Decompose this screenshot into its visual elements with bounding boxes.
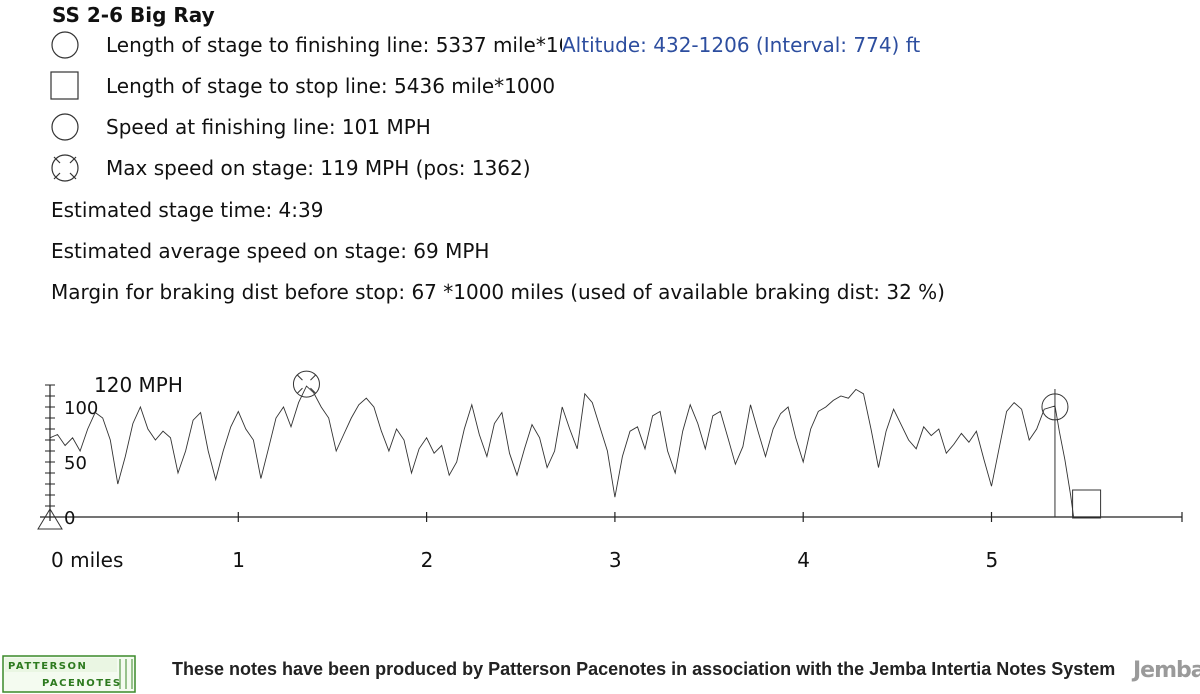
max-speed-marker-tick xyxy=(297,374,303,381)
est-time-text: Estimated stage time: 4:39 xyxy=(51,198,324,222)
length-finish-text: Length of stage to finishing line: 5337 … xyxy=(106,33,597,57)
max-speed-marker-tick xyxy=(297,387,303,394)
max-speed-marker-tick xyxy=(310,374,316,381)
speed-finish-text: Speed at finishing line: 101 MPH xyxy=(106,115,431,139)
x-tick-label: 0 miles xyxy=(51,548,123,572)
stop-marker xyxy=(1072,489,1102,519)
finish-circle-icon xyxy=(51,31,79,59)
speed-series-line xyxy=(49,385,1075,518)
y-tick-label: 0 xyxy=(64,508,75,529)
max-speed-crossed-circle-icon xyxy=(51,154,79,182)
x-tick-label: 5 xyxy=(986,548,999,572)
max-speed-text: Max speed on stage: 119 MPH (pos: 1362) xyxy=(106,156,531,180)
patterson-pacenotes-logo: PATTERSON PACENOTES xyxy=(2,655,136,693)
stage-title: SS 2-6 Big Ray xyxy=(52,3,215,27)
max-speed-marker xyxy=(292,370,320,398)
altitude-text: Altitude: 432-1206 (Interval: 774) ft xyxy=(562,33,925,57)
pp-logo-line2: PACENOTES xyxy=(42,678,122,689)
y-tick-label: 100 xyxy=(64,398,98,419)
x-tick-label: 4 xyxy=(797,548,810,572)
jemba-logo: Jemba xyxy=(1133,658,1200,683)
finish-marker xyxy=(1041,393,1069,421)
stop-square-icon xyxy=(50,71,79,100)
pp-logo-line1: PATTERSON xyxy=(8,661,87,672)
max-speed-marker-tick xyxy=(310,387,316,394)
braking-margin-text: Margin for braking dist before stop: 67 … xyxy=(51,280,945,304)
x-tick-label: 1 xyxy=(232,548,245,572)
start-triangle-icon xyxy=(37,508,63,530)
x-tick-label: 2 xyxy=(421,548,434,572)
y-tick-label: 50 xyxy=(64,453,87,474)
footer-credit: These notes have been produced by Patter… xyxy=(172,659,1116,679)
speed-circle-icon xyxy=(51,113,79,141)
avg-speed-text: Estimated average speed on stage: 69 MPH xyxy=(51,239,490,263)
y-axis-label: 120 MPH xyxy=(94,373,183,397)
x-tick-label: 3 xyxy=(609,548,622,572)
length-stop-text: Length of stage to stop line: 5436 mile*… xyxy=(106,74,556,98)
